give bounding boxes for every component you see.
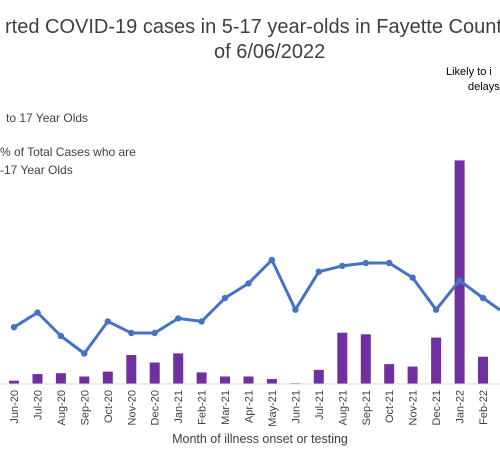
x-tick-Dec-20: Dec-20 xyxy=(150,390,162,425)
bar-Feb-22 xyxy=(478,356,488,384)
line-point-Jan-22 xyxy=(456,277,463,284)
x-tick-labels: Jun-20 Jul-20 Aug-20 Sep-20 Oct-20 Nov-20 Dec-… xyxy=(9,390,490,427)
x-tick-Sep-20: Sep-20 xyxy=(79,390,91,425)
bar-Aug-21 xyxy=(337,332,348,384)
bar-Sep-20 xyxy=(79,376,90,384)
x-tick-Apr-21: Apr-21 xyxy=(244,390,256,423)
x-tick-Nov-20: Nov-20 xyxy=(126,390,138,425)
line-point-Jun-20 xyxy=(10,324,18,331)
line-point-Jul-21 xyxy=(315,268,322,275)
line-point-Dec-20 xyxy=(151,329,158,337)
x-tick-Aug-20: Aug-20 xyxy=(56,390,68,425)
line-path-continuation xyxy=(482,296,500,312)
line-point-Feb-21 xyxy=(198,318,205,325)
line-point-Nov-21 xyxy=(409,274,416,281)
x-tick-Jun-20: Jun-20 xyxy=(9,390,21,424)
x-tick-Oct-20: Oct-20 xyxy=(103,390,115,423)
x-tick-Jul-20: Jul-20 xyxy=(33,390,45,420)
bar-Mar-21 xyxy=(220,376,230,384)
bar-Nov-20 xyxy=(126,355,137,384)
bar-Dec-21 xyxy=(431,337,442,384)
bar-Jul-20 xyxy=(32,374,43,384)
bar-Sep-21 xyxy=(360,334,371,384)
line-point-Mar-21 xyxy=(221,294,229,302)
line-series xyxy=(10,256,500,357)
annotation-line1: Likely to i xyxy=(446,66,492,78)
chart-title-line1: rted COVID-19 cases in 5-17 year-olds in… xyxy=(5,16,500,38)
x-axis-label: Month of illness onset or testing xyxy=(172,432,348,446)
line-point-Jul-20 xyxy=(34,309,41,316)
bar-Oct-20 xyxy=(102,371,113,384)
line-point-May-21 xyxy=(268,256,276,264)
annotation-line2: delays xyxy=(468,81,500,93)
x-tick-Jan-21: Jan-21 xyxy=(173,390,185,424)
bar-Aug-20 xyxy=(55,373,66,384)
line-point-Sep-20 xyxy=(81,350,88,357)
bar-Nov-21 xyxy=(407,366,418,384)
x-tick-Feb-21: Feb-21 xyxy=(197,390,209,425)
line-point-Apr-21 xyxy=(245,280,252,287)
x-tick-Jun-21: Jun-21 xyxy=(290,390,302,424)
x-tick-May-21: May-21 xyxy=(267,390,279,427)
chart-title-line2: of 6/06/2022 xyxy=(214,41,325,63)
x-tick-Jan-22: Jan-22 xyxy=(455,390,467,424)
line-point-Oct-20 xyxy=(104,318,112,325)
bar-series xyxy=(9,160,488,384)
legend-line-label-2: -17 Year Olds xyxy=(0,163,73,177)
bar-Jun-20 xyxy=(9,380,19,384)
legend-line-label-1: % of Total Cases who are xyxy=(0,145,136,159)
bar-Dec-20 xyxy=(149,362,160,384)
x-tick-Sep-21: Sep-21 xyxy=(361,390,373,425)
bar-Feb-21 xyxy=(196,372,207,384)
bar-May-21 xyxy=(266,379,277,384)
x-tick-Mar-21: Mar-21 xyxy=(220,390,232,425)
line-point-Dec-21 xyxy=(432,306,440,313)
line-point-Aug-21 xyxy=(339,262,346,270)
bar-Jan-21 xyxy=(173,353,184,384)
x-tick-Feb-22: Feb-22 xyxy=(478,390,490,425)
line-point-Jan-21 xyxy=(175,315,182,322)
x-tick-Jul-21: Jul-21 xyxy=(314,390,326,420)
bar-Jul-21 xyxy=(313,369,324,384)
bar-Oct-21 xyxy=(384,364,395,384)
line-point-Nov-20 xyxy=(128,329,135,337)
x-tick-Nov-21: Nov-21 xyxy=(408,390,420,425)
line-point-Aug-20 xyxy=(57,332,65,340)
legend-bar-label: to 17 Year Olds xyxy=(6,111,88,125)
line-point-Jun-21 xyxy=(292,306,299,313)
x-tick-Dec-21: Dec-21 xyxy=(431,390,443,425)
line-path xyxy=(13,258,484,355)
x-tick-Oct-21: Oct-21 xyxy=(384,390,396,423)
bar-Jan-22 xyxy=(454,160,465,384)
bar-Apr-21 xyxy=(243,376,254,384)
line-point-Sep-21 xyxy=(362,259,369,267)
x-tick-Aug-21: Aug-21 xyxy=(337,390,349,425)
line-point-Oct-21 xyxy=(386,259,393,267)
